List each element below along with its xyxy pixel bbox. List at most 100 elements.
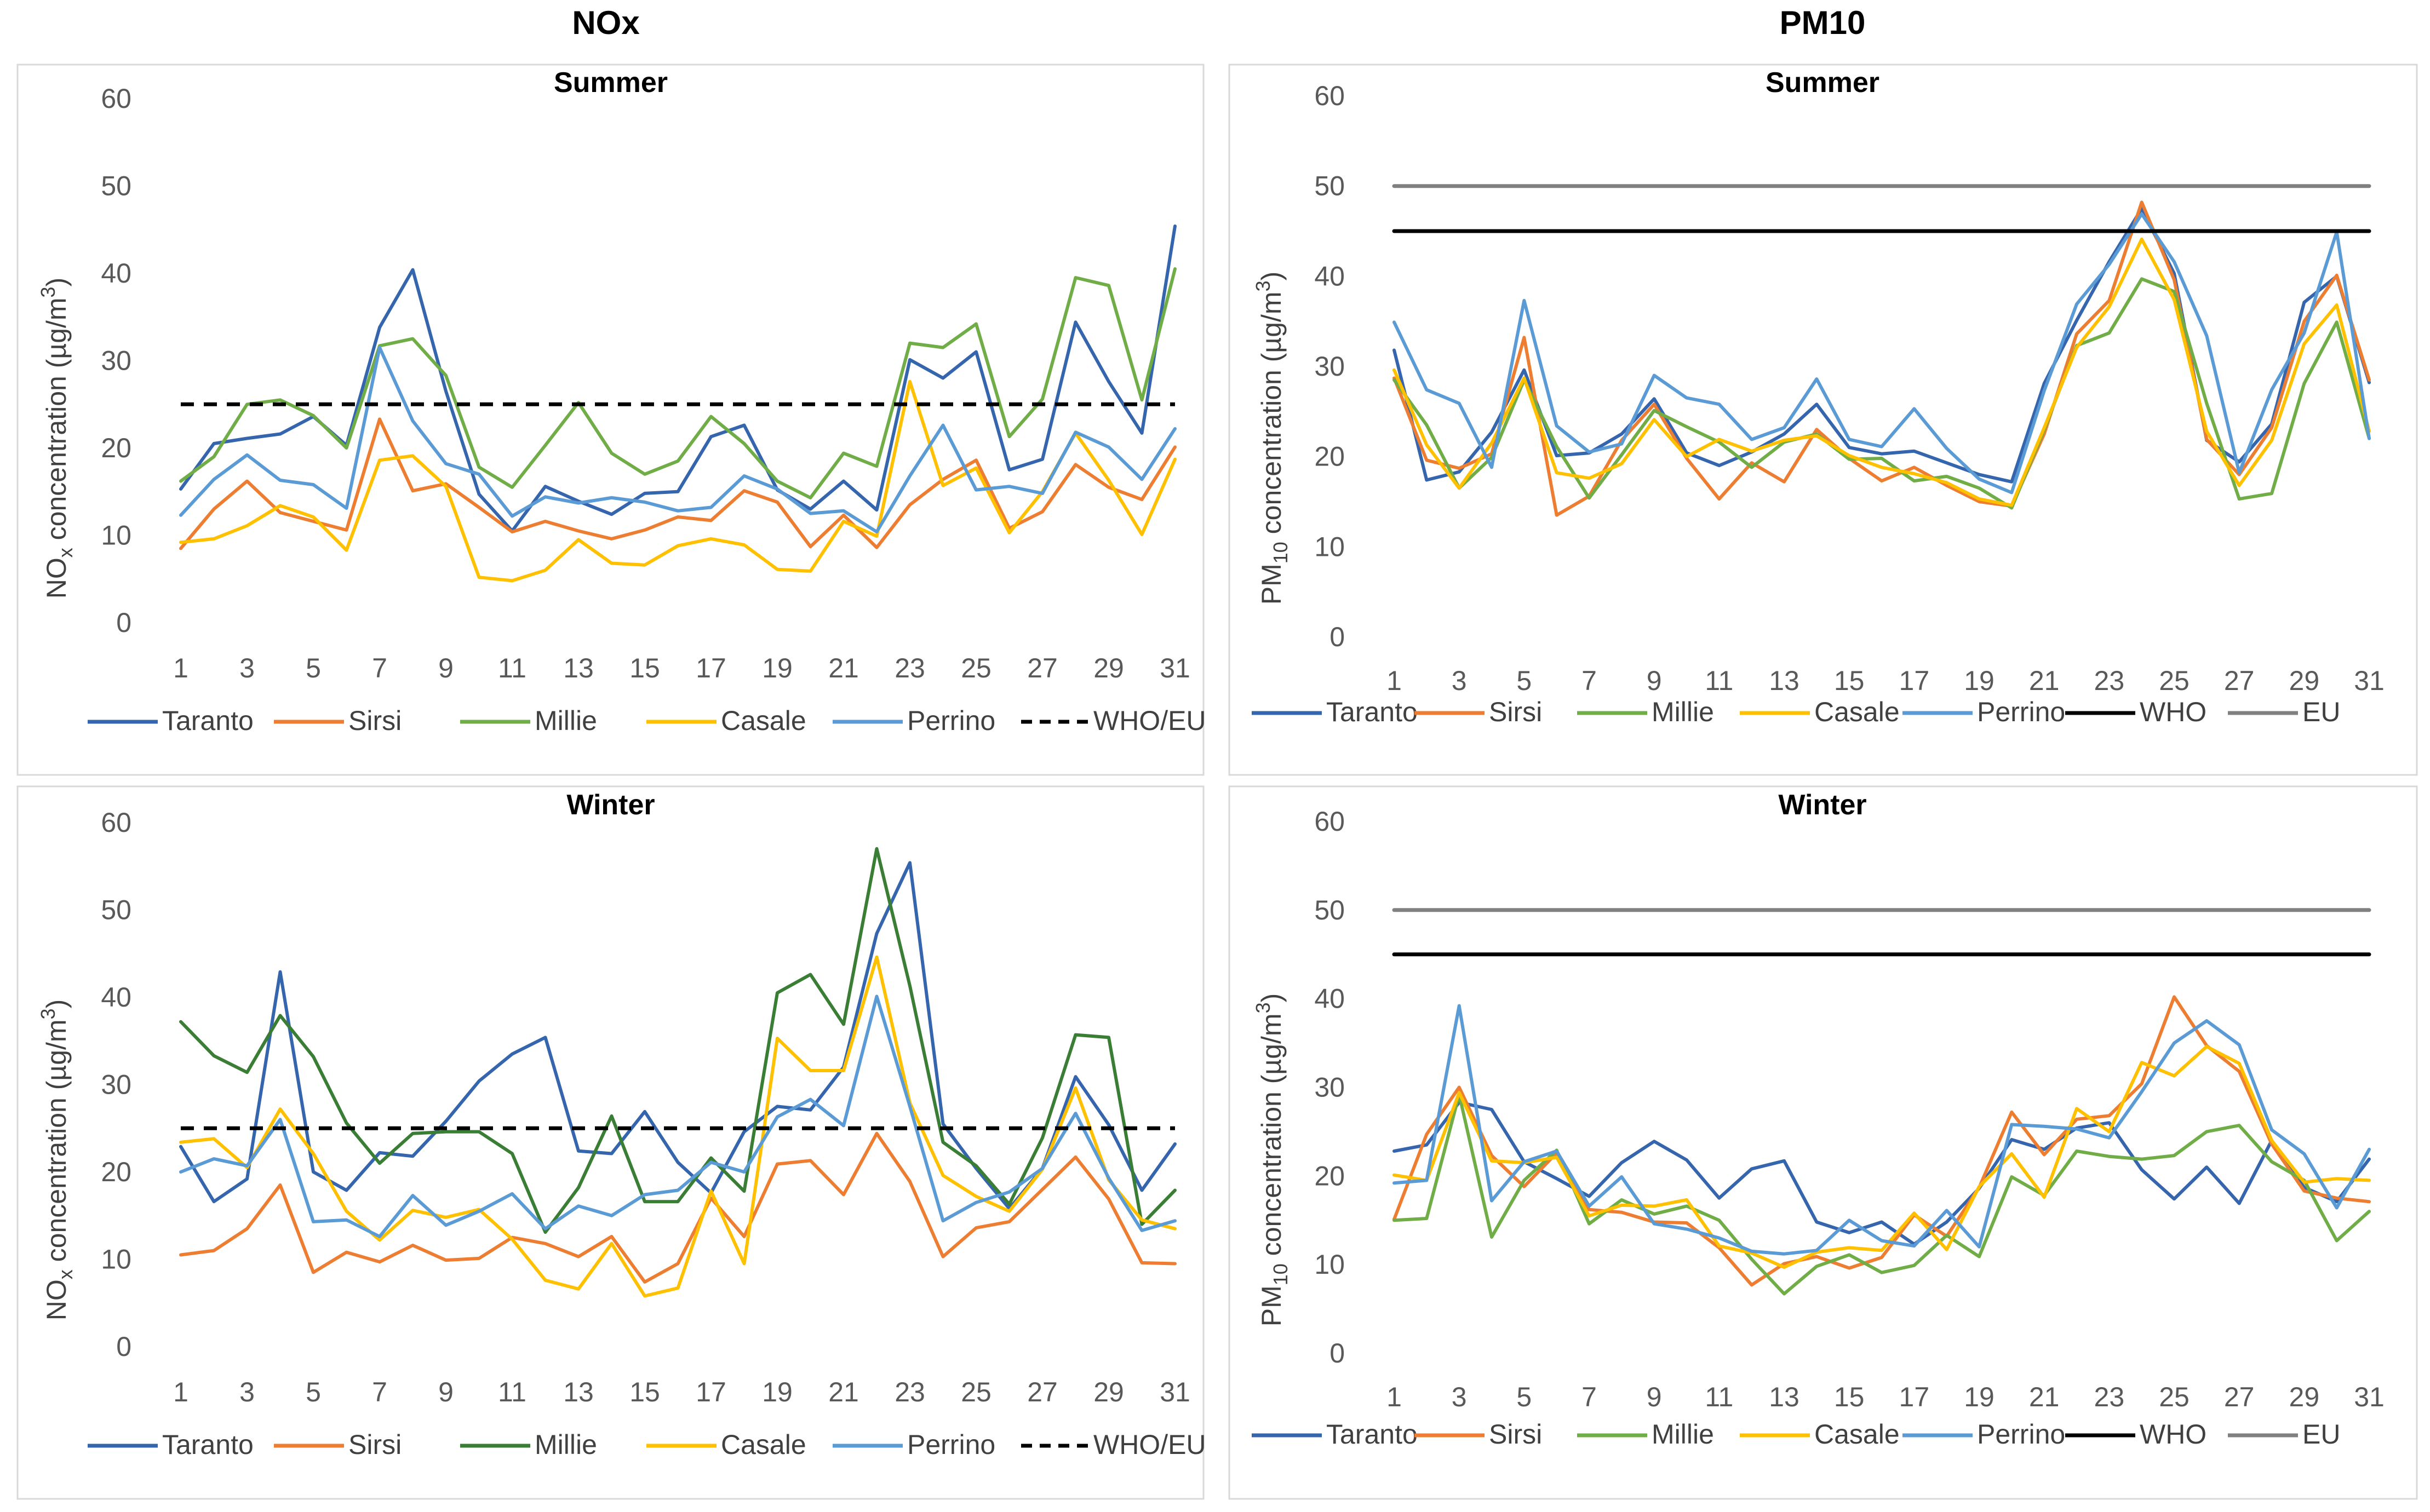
x-tick-label: 21 <box>2029 1382 2060 1412</box>
x-tick-label: 25 <box>961 1377 992 1407</box>
x-tick-label: 15 <box>1834 1382 1865 1412</box>
x-tick-label: 27 <box>1027 1377 1058 1407</box>
x-tick-label: 25 <box>2159 665 2190 696</box>
x-tick-label: 7 <box>372 653 387 683</box>
legend-label: Millie <box>1652 697 1714 727</box>
x-tick-label: 11 <box>1705 1382 1733 1412</box>
legend-item-casale: Casale <box>646 1429 806 1460</box>
legend-item-who-eu: WHO/EU <box>1021 705 1206 736</box>
x-tick-label: 23 <box>2094 665 2125 696</box>
x-tick-label: 19 <box>1964 665 1995 696</box>
y-tick-label: 0 <box>1329 1338 1345 1369</box>
x-tick-label: 11 <box>498 653 526 683</box>
x-tick-label: 29 <box>2289 1382 2320 1412</box>
y-tick-label: 50 <box>1314 171 1345 202</box>
series-line-perrino <box>1392 1004 2371 1256</box>
series-line-perrino <box>1392 212 2371 495</box>
legend-item-perrino: Perrino <box>833 705 995 736</box>
x-tick-label: 31 <box>2354 665 2385 696</box>
legend-label: Taranto <box>1326 1419 1418 1450</box>
x-tick-label: 31 <box>1160 653 1190 683</box>
y-tick-label: 10 <box>101 520 131 551</box>
chart-title: Winter <box>1778 789 1866 821</box>
legend-item-taranto: Taranto <box>88 1429 254 1460</box>
legend-label: WHO <box>2140 1419 2207 1450</box>
legend-item-who-eu: WHO/EU <box>1021 1429 1206 1460</box>
x-tick-label: 3 <box>239 1377 255 1407</box>
x-tick-label: 25 <box>2159 1382 2190 1412</box>
x-tick-label: 27 <box>2224 1382 2255 1412</box>
legend-label: Perrino <box>907 705 995 736</box>
x-tick-label: 29 <box>1093 653 1124 683</box>
legend-item-perrino: Perrino <box>833 1429 995 1460</box>
series-line-casale <box>1392 1045 2371 1269</box>
legend-label: Casale <box>721 705 806 736</box>
x-tick-label: 27 <box>2224 665 2255 696</box>
y-axis-label: NOx concentration (µg/m3) <box>37 999 77 1320</box>
x-tick-label: 5 <box>306 1377 321 1407</box>
y-tick-label: 30 <box>1314 351 1345 382</box>
x-tick-label: 9 <box>1647 665 1662 696</box>
y-tick-label: 10 <box>1314 531 1345 562</box>
y-tick-label: 10 <box>1314 1249 1345 1280</box>
x-tick-label: 31 <box>1160 1377 1190 1407</box>
x-tick-label: 1 <box>1386 665 1402 696</box>
legend-item-eu: EU <box>2228 1419 2340 1450</box>
legend-label: Sirsi <box>1489 1419 1542 1450</box>
x-tick-label: 3 <box>239 653 255 683</box>
legend-item-casale: Casale <box>1740 1419 1900 1450</box>
x-tick-label: 29 <box>1093 1377 1124 1407</box>
legend-item-sirsi: Sirsi <box>274 1429 402 1460</box>
y-tick-label: 20 <box>101 433 131 463</box>
legend-item-millie: Millie <box>460 705 597 736</box>
legend-label: Millie <box>1652 1419 1714 1450</box>
series-line-taranto <box>1392 1101 2371 1246</box>
series-line-perrino <box>179 994 1177 1238</box>
y-tick-label: 50 <box>1314 895 1345 925</box>
legend-label: Perrino <box>1977 1419 2065 1450</box>
x-tick-label: 31 <box>2354 1382 2385 1412</box>
series-line-millie <box>179 847 1177 1234</box>
y-axis-label: NOx concentration (µg/m3) <box>37 278 77 599</box>
x-tick-label: 15 <box>1834 665 1865 696</box>
legend: Taranto Sirsi Millie Casale Perrino WHO EU <box>1252 1419 2340 1450</box>
x-tick-label: 9 <box>438 1377 454 1407</box>
y-tick-label: 40 <box>101 258 131 289</box>
y-axis-label: PM10 concentration (µg/m3) <box>1252 272 1292 605</box>
chart-title: Summer <box>554 67 668 99</box>
y-tick-label: 40 <box>101 982 131 1013</box>
y-tick-label: 0 <box>116 1331 131 1362</box>
legend-label: Casale <box>721 1429 806 1460</box>
legend-item-casale: Casale <box>1740 697 1900 727</box>
y-tick-label: 40 <box>1314 984 1345 1014</box>
legend-label: Casale <box>1814 697 1900 727</box>
legend: Taranto Sirsi Millie Casale Perrino WHO/EU <box>88 1429 1206 1460</box>
y-tick-label: 30 <box>1314 1072 1345 1103</box>
series-line-casale <box>179 380 1177 583</box>
y-tick-label: 60 <box>101 807 131 838</box>
x-tick-label: 13 <box>563 1377 594 1407</box>
series-line-millie <box>179 267 1177 499</box>
series-line-sirsi <box>179 1131 1177 1284</box>
x-tick-label: 17 <box>1899 1382 1930 1412</box>
x-tick-label: 3 <box>1452 1382 1467 1412</box>
x-tick-label: 27 <box>1027 653 1058 683</box>
legend-item-taranto: Taranto <box>1252 697 1418 727</box>
column-title-pm10: PM10 <box>1780 4 1866 41</box>
legend-item-who: WHO <box>2065 697 2207 727</box>
legend-label: Sirsi <box>1489 697 1542 727</box>
legend-item-casale: Casale <box>646 705 806 736</box>
column-title-nox: NOx <box>572 4 639 41</box>
x-tick-label: 11 <box>1705 665 1733 696</box>
y-axis-label: PM10 concentration (µg/m3) <box>1252 993 1292 1327</box>
legend-item-taranto: Taranto <box>88 705 254 736</box>
series-line-millie <box>1392 277 2371 510</box>
legend-item-sirsi: Sirsi <box>1414 1419 1542 1450</box>
legend-label: Taranto <box>1326 697 1418 727</box>
series-line-casale <box>179 955 1177 1298</box>
chart-title: Summer <box>1766 67 1879 99</box>
x-tick-label: 7 <box>1581 1382 1597 1412</box>
